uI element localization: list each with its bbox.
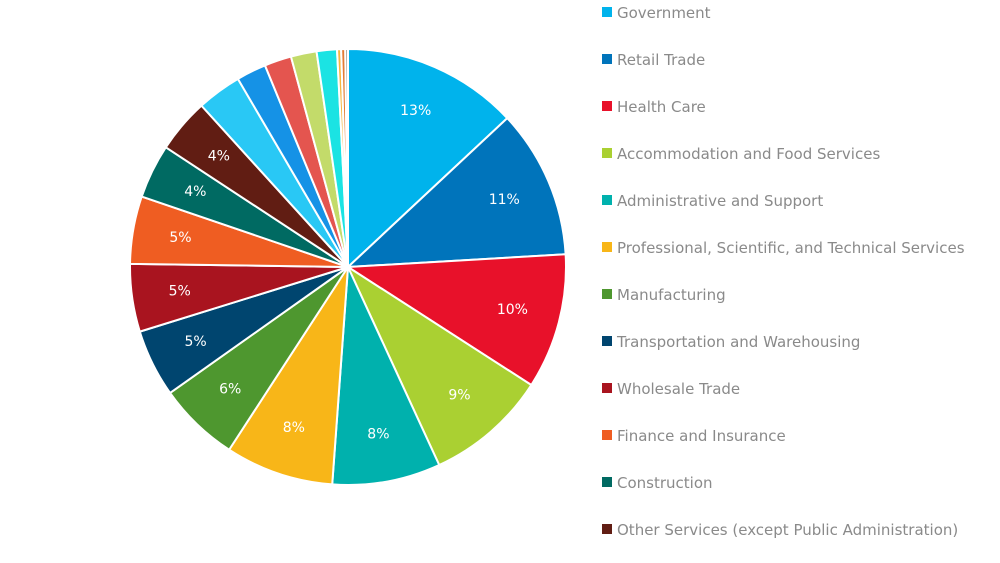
legend-label: Administrative and Support (617, 192, 824, 210)
legend-item: Wholesale Trade (602, 379, 992, 399)
pie-slice-20 (344, 48, 349, 268)
legend-label: Construction (617, 474, 713, 492)
pie-slice-6 (228, 266, 349, 486)
legend-label: Wholesale Trade (617, 380, 741, 398)
slice-label-1: 13% (400, 103, 431, 119)
pie-slice-labels: 13% 11% 10% 9% 8% 8% 6% 5% 5% 5% 4% 4% (169, 103, 528, 442)
legend-swatch (602, 336, 612, 346)
legend-item: Retail Trade (602, 50, 992, 70)
legend-swatch (602, 195, 612, 205)
slice-label-6: 8% (283, 420, 305, 436)
pie-chart: 13% 11% 10% 9% 8% 8% 6% 5% 5% 5% 4% 4% (129, 48, 567, 486)
legend-item: Professional, Scientific, and Technical … (602, 238, 992, 258)
legend-swatch (602, 101, 612, 111)
slice-label-5: 8% (367, 426, 389, 442)
legend-item: Health Care (602, 97, 992, 117)
slice-label-7: 6% (219, 382, 241, 398)
legend-swatch (602, 148, 612, 158)
legend-label: Government (617, 4, 711, 22)
slice-label-11: 4% (184, 184, 206, 200)
pie-slice-3 (347, 253, 567, 386)
slice-label-12: 4% (208, 149, 230, 165)
legend-swatch (602, 477, 612, 487)
legend-item: Other Services (except Public Administra… (602, 520, 992, 540)
legend-label: Transportation and Warehousing (617, 333, 861, 351)
pie-slice-5 (331, 266, 441, 486)
legend-label: Health Care (617, 98, 706, 116)
legend-item: Construction (602, 473, 992, 493)
legend-swatch (602, 54, 612, 64)
legend-item: Administrative and Support (602, 191, 992, 211)
legend-swatch (602, 383, 612, 393)
legend-swatch (602, 242, 612, 252)
slice-label-4: 9% (448, 387, 470, 403)
slice-label-2: 11% (489, 192, 520, 208)
slice-label-9: 5% (169, 283, 191, 299)
pie-slices (129, 48, 567, 486)
legend-item: Finance and Insurance (602, 426, 992, 446)
pie-slice-2 (347, 117, 567, 268)
slice-label-3: 10% (497, 302, 528, 318)
legend-label: Accommodation and Food Services (617, 145, 881, 163)
legend-swatch (602, 289, 612, 299)
legend-label: Manufacturing (617, 286, 726, 304)
legend-swatch (602, 524, 612, 534)
legend-label: Other Services (except Public Administra… (617, 521, 959, 539)
slice-label-8: 5% (184, 334, 206, 350)
legend-swatch (602, 7, 612, 17)
legend-label: Professional, Scientific, and Technical … (617, 239, 965, 257)
legend-item: Manufacturing (602, 285, 992, 305)
legend-label: Retail Trade (617, 51, 706, 69)
slice-label-10: 5% (169, 230, 191, 246)
pie-slice-4 (347, 266, 533, 466)
legend-item: Accommodation and Food Services (602, 144, 992, 164)
legend-item: Government (602, 3, 992, 23)
pie-slice-1 (347, 48, 509, 268)
legend-item: Transportation and Warehousing (602, 332, 992, 352)
legend-label: Finance and Insurance (617, 427, 786, 445)
legend-swatch (602, 430, 612, 440)
